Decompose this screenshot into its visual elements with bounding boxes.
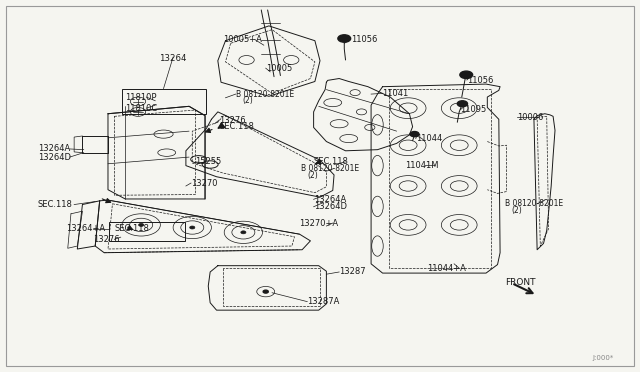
Text: B 08120-8201E: B 08120-8201E <box>505 199 563 208</box>
Text: 15255: 15255 <box>195 157 221 166</box>
Text: 13264D: 13264D <box>38 153 71 161</box>
Circle shape <box>460 71 472 78</box>
Text: 11056: 11056 <box>467 76 493 84</box>
Bar <box>122 89 206 114</box>
Text: 11041M: 11041M <box>405 161 438 170</box>
Text: 13287A: 13287A <box>307 297 340 306</box>
Text: 11044: 11044 <box>416 134 442 143</box>
Text: 10005+A: 10005+A <box>223 35 262 44</box>
Circle shape <box>139 224 144 227</box>
Text: 11044+A: 11044+A <box>428 264 466 273</box>
Text: SEC.118: SEC.118 <box>115 224 149 233</box>
Text: 11810C: 11810C <box>125 104 157 113</box>
Circle shape <box>241 231 246 234</box>
Circle shape <box>458 101 467 107</box>
Text: 13264+A: 13264+A <box>67 224 106 233</box>
Text: 13270: 13270 <box>191 179 218 187</box>
Circle shape <box>410 132 419 137</box>
Text: FRONT: FRONT <box>505 278 536 287</box>
Bar <box>109 222 184 241</box>
Text: (2): (2) <box>242 96 253 105</box>
Text: 13264: 13264 <box>159 54 187 62</box>
Text: 13264D: 13264D <box>314 202 347 211</box>
Text: (2): (2) <box>307 171 318 180</box>
Text: 11810P: 11810P <box>125 93 157 102</box>
Circle shape <box>189 226 195 229</box>
Text: SEC.118: SEC.118 <box>38 200 72 209</box>
Text: 13264A: 13264A <box>38 144 70 153</box>
Text: SEC.118: SEC.118 <box>314 157 349 166</box>
Text: 11095: 11095 <box>461 105 487 114</box>
Text: 13270+A: 13270+A <box>300 219 339 228</box>
Text: J:000*: J:000* <box>593 355 614 361</box>
Text: 13264A: 13264A <box>314 195 346 204</box>
Text: 13276: 13276 <box>93 235 120 244</box>
Text: 11056: 11056 <box>351 35 377 44</box>
Circle shape <box>338 35 351 42</box>
Text: 11041: 11041 <box>383 89 409 98</box>
Text: B 08120-8201E: B 08120-8201E <box>236 90 294 99</box>
Text: SEC.118: SEC.118 <box>219 122 254 131</box>
Circle shape <box>263 290 268 293</box>
Text: 10006: 10006 <box>516 113 543 122</box>
Text: 13287: 13287 <box>339 267 366 276</box>
Text: B 08120-8201E: B 08120-8201E <box>301 164 359 173</box>
Text: (2): (2) <box>511 206 522 215</box>
Text: 13276: 13276 <box>219 116 246 125</box>
Text: 10005: 10005 <box>266 64 292 73</box>
